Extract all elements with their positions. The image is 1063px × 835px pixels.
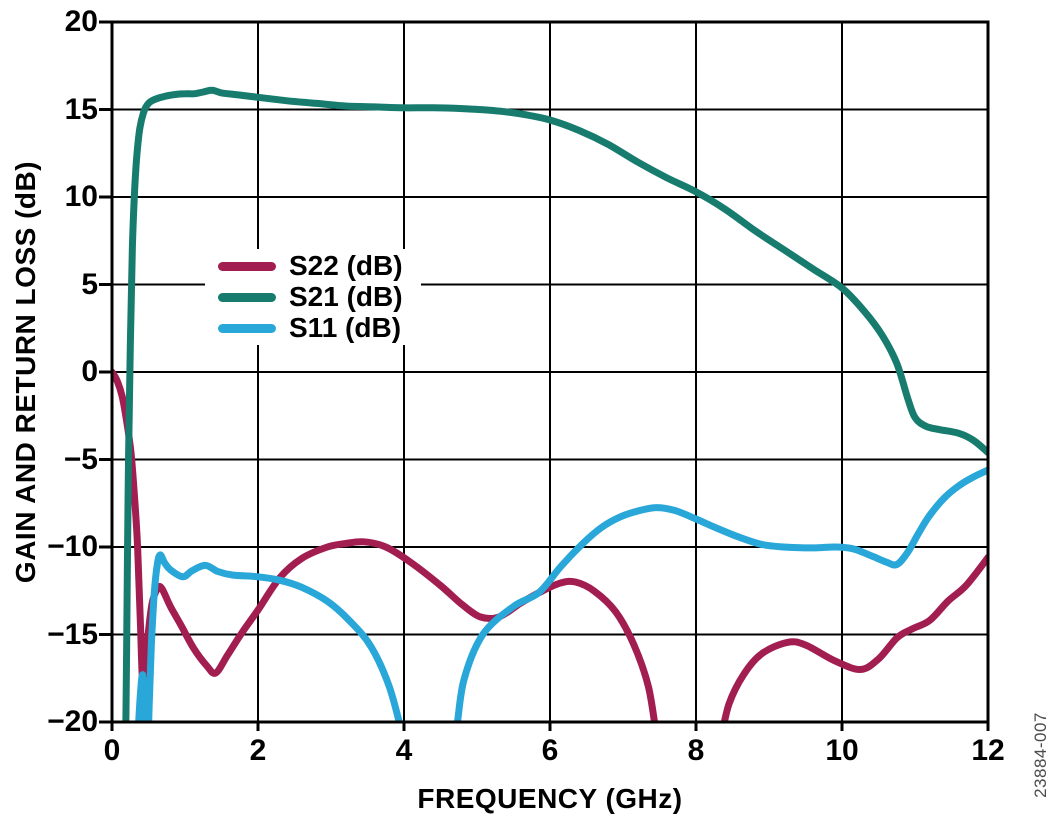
legend-item-s11: S11 (dB) [205, 312, 421, 343]
series-line-s11 [135, 466, 988, 722]
x-tick-label: 0 [103, 734, 121, 767]
x-axis-title: FREQUENCY (GHz) [417, 783, 683, 814]
x-tick-label: 8 [687, 734, 705, 767]
x-tick-label: 6 [541, 734, 559, 767]
s21-line-swatch [218, 292, 276, 302]
legend-label-s22: S22 (dB) [289, 250, 403, 281]
legend-label-s11: S11 (dB) [289, 312, 402, 343]
y-tick-label: 5 [81, 267, 98, 301]
legend: S22 (dB) S21 (dB) S11 (dB) [205, 249, 421, 345]
y-tick-label: 10 [64, 180, 98, 213]
series-line-s22 [112, 368, 988, 722]
y-tick-label: 0 [81, 355, 98, 388]
y-tick-label: −5 [63, 442, 98, 476]
plot-border [110, 20, 990, 724]
series-line-s21 [122, 86, 988, 722]
legend-item-s21: S21 (dB) [205, 281, 421, 312]
y-tick-label: −20 [47, 705, 98, 738]
figure-code: 23884-007 [1031, 712, 1050, 798]
y-tick-label: −15 [47, 617, 98, 651]
y-tick-label: −10 [47, 530, 98, 563]
s11-line-swatch [218, 323, 276, 333]
legend-item-s22: S22 (dB) [205, 250, 421, 281]
x-tick-label: 2 [249, 734, 267, 767]
x-tick-label: 10 [825, 734, 859, 767]
y-tick-label: 20 [64, 5, 98, 38]
legend-label-s21: S21 (dB) [289, 281, 403, 312]
x-tick-label: 4 [395, 734, 413, 767]
y-tick-label: 15 [64, 92, 98, 126]
x-tick-label: 12 [971, 734, 1005, 767]
s22-line-swatch [218, 261, 276, 271]
